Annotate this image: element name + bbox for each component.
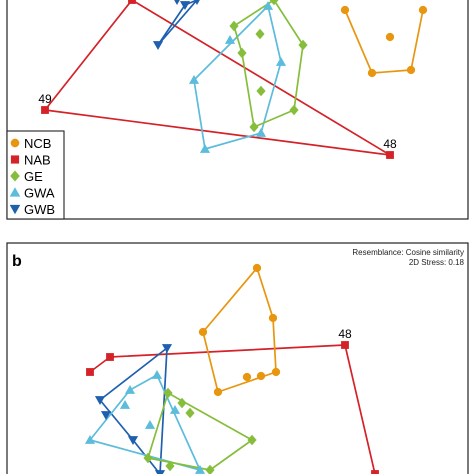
panel-b-label: b bbox=[12, 253, 22, 270]
panel-b-frame bbox=[6, 242, 469, 474]
a-gwb-hull bbox=[157, 0, 198, 46]
b-gwa-point bbox=[151, 369, 163, 379]
legend-gwb-marker bbox=[9, 204, 21, 215]
b-ge-point bbox=[163, 387, 173, 399]
a-gwa-hull bbox=[193, 5, 282, 150]
a-ge-point bbox=[249, 121, 259, 133]
b-gwa-point bbox=[169, 404, 181, 414]
a-nab-point bbox=[128, 0, 136, 4]
b-gwa-point bbox=[124, 384, 136, 394]
a-nab-hull bbox=[44, 0, 391, 156]
a-ncb-point bbox=[406, 65, 416, 75]
legend-ge-label: GE bbox=[24, 169, 43, 184]
b-ncb-point bbox=[242, 372, 252, 382]
legend-ncb-marker bbox=[10, 138, 20, 148]
a-ge-point bbox=[255, 28, 265, 40]
legend-ncb-label: NCB bbox=[24, 136, 51, 151]
b-gwa-point bbox=[144, 419, 156, 429]
b-nab-point bbox=[106, 353, 114, 361]
a-gwa-point bbox=[188, 74, 200, 84]
b-ncb-point bbox=[252, 263, 262, 273]
b-ge-point bbox=[185, 407, 195, 419]
legend-ge-marker bbox=[10, 170, 20, 182]
resemblance-note: Resemblance: Cosine similarity bbox=[352, 248, 464, 257]
a-gwb-point bbox=[194, 0, 200, 6]
a-ge-point bbox=[237, 47, 247, 59]
b-nab-point bbox=[341, 341, 349, 349]
a-nab-point bbox=[41, 106, 49, 114]
a-ncb-point bbox=[367, 68, 377, 78]
legend-gwa-label: GWA bbox=[24, 186, 55, 201]
b-nab-point bbox=[371, 470, 379, 474]
b-ncb-hull bbox=[202, 267, 277, 393]
a-ncb-hull bbox=[344, 9, 424, 74]
b-nab-point bbox=[86, 368, 94, 376]
b-ge-point bbox=[165, 460, 175, 472]
b-ncb-point bbox=[271, 367, 281, 377]
b-gwa-point bbox=[84, 434, 96, 444]
a-ge-point bbox=[298, 39, 308, 51]
a-ge-point bbox=[256, 85, 266, 97]
b-gwa-point bbox=[119, 399, 131, 409]
b-ge-point bbox=[247, 434, 257, 446]
b-ge-point bbox=[205, 464, 215, 474]
legend-nab-label: NAB bbox=[24, 153, 51, 168]
a-gwa-point bbox=[275, 56, 287, 66]
a-nab-point bbox=[386, 151, 394, 159]
b-ge-point bbox=[143, 452, 153, 464]
b-ge-point bbox=[177, 397, 187, 409]
b-gwb-point bbox=[127, 436, 139, 446]
b-ncb-point bbox=[256, 371, 266, 381]
b-gwa-point bbox=[194, 464, 206, 474]
panel-a-frame bbox=[6, 0, 469, 220]
b-gwb-point bbox=[161, 344, 173, 354]
a-ncb-point bbox=[418, 5, 428, 15]
panel-b-plot-area: 48 bbox=[84, 263, 379, 474]
b-ncb-point bbox=[198, 327, 208, 337]
a-ge-point bbox=[269, 0, 279, 6]
b-gwb-point bbox=[154, 470, 166, 474]
panel-a-plot-area: 49 48 bbox=[38, 0, 428, 159]
legend-nab-marker bbox=[10, 155, 20, 164]
a-ncb-point bbox=[385, 32, 395, 42]
a-gwa-point bbox=[224, 34, 236, 44]
stress-note: 2D Stress: 0.18 bbox=[409, 258, 465, 267]
a-point-label-49: 49 bbox=[38, 92, 52, 106]
a-gwa-point bbox=[262, 0, 274, 10]
a-ge-point bbox=[289, 104, 299, 116]
a-gwb-point bbox=[152, 41, 164, 51]
panel-b: b Resemblance: Cosine similarity 2D Stre… bbox=[6, 242, 469, 474]
b-ncb-point bbox=[213, 387, 223, 397]
b-nab-hull bbox=[89, 344, 376, 474]
b-gwb-point bbox=[100, 411, 112, 421]
a-ge-point bbox=[229, 20, 239, 32]
legend-gwb-label: GWB bbox=[24, 202, 55, 217]
b-ncb-point bbox=[268, 313, 278, 323]
a-gwb-point bbox=[174, 0, 180, 6]
a-gwa-point bbox=[199, 143, 211, 153]
a-point-label-48: 48 bbox=[383, 137, 397, 151]
b-point-label-48: 48 bbox=[338, 327, 352, 341]
a-ncb-point bbox=[340, 5, 350, 15]
a-gwa-point bbox=[255, 127, 267, 137]
b-gwb-point bbox=[94, 396, 106, 406]
legend-gwa-marker bbox=[9, 187, 21, 197]
a-gwb-point bbox=[179, 1, 191, 11]
